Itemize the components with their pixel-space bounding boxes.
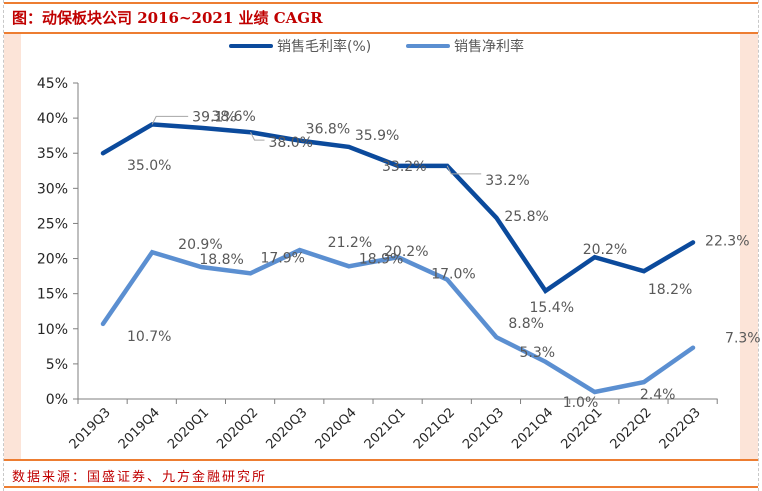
net-margin-data-label: 20.2%	[384, 244, 428, 260]
net-margin-data-label: 20.9%	[178, 237, 222, 253]
x-tick-label: 2019Q4	[116, 405, 163, 452]
net-margin-data-label: 2.4%	[640, 387, 676, 403]
y-tick-label: 45%	[37, 76, 68, 92]
y-tick-label: 10%	[37, 322, 68, 338]
x-tick-label: 2020Q2	[214, 405, 261, 452]
gross-margin-data-label: 15.4%	[530, 300, 574, 316]
net-margin-line	[100, 247, 696, 395]
x-tick-label: 2020Q4	[313, 405, 360, 452]
legend-label-net-margin: 销售净利率	[454, 39, 524, 55]
y-tick-label: 40%	[37, 111, 68, 127]
gross-margin-data-label: 33.2%	[382, 159, 426, 175]
x-tick-label: 2021Q1	[362, 405, 409, 452]
y-tick-label: 0%	[46, 392, 68, 408]
gross-margin-data-label: 36.8%	[306, 122, 350, 138]
gross-margin-data-label: 33.2%	[485, 173, 529, 189]
gross-margin-data-label: 38.6%	[211, 109, 255, 125]
x-tick-label: 2019Q3	[67, 405, 114, 452]
x-tick-label: 2020Q1	[165, 405, 212, 452]
gross-margin-data-label: 22.3%	[705, 233, 749, 249]
x-tick-label: 2022Q3	[657, 405, 704, 452]
x-tick-label: 2022Q2	[608, 405, 655, 452]
gross-margin-line	[100, 122, 696, 295]
legend-swatch-gross-margin	[229, 44, 273, 48]
figure-title: 图：动保板块公司 2016~2021 业绩 CAGR	[12, 9, 323, 27]
y-tick-label: 30%	[37, 181, 68, 197]
net-margin-data-label: 17.9%	[261, 250, 305, 266]
data-label-leader	[250, 131, 265, 141]
data-label-leader	[446, 165, 482, 175]
net-margin-data-label: 5.3%	[520, 345, 556, 361]
side-band-right	[740, 33, 758, 460]
data-source: 数据来源：国盛证券、九方金融研究所	[12, 470, 268, 485]
x-tick-label: 2021Q4	[509, 405, 556, 452]
legend-label-gross-margin: 销售毛利率(%)	[277, 39, 372, 55]
title-rule	[4, 32, 758, 34]
frame-border-left	[3, 0, 4, 491]
gross-margin-data-label: 39.1%	[192, 109, 236, 125]
net-margin-data-label: 21.2%	[328, 235, 372, 251]
side-band-left	[4, 33, 21, 460]
net-margin-data-label: 8.8%	[508, 316, 544, 332]
legend-item-net-margin: 销售净利率	[406, 36, 524, 56]
net-margin-data-label: 7.3%	[725, 331, 761, 347]
y-tick-label: 15%	[37, 287, 68, 303]
y-tick-label: 5%	[46, 357, 68, 373]
gross-margin-data-label: 35.0%	[127, 158, 171, 174]
source-rule-bottom	[4, 486, 758, 488]
net-margin-data-label: 18.9%	[359, 251, 403, 267]
net-margin-data-label: 10.7%	[127, 329, 171, 345]
legend-swatch-net-margin	[406, 44, 450, 48]
gross-margin-data-label: 35.9%	[355, 128, 399, 144]
net-margin-data-label: 18.8%	[199, 252, 243, 268]
x-tick-label: 2022Q1	[558, 405, 605, 452]
data-label-leader	[151, 115, 189, 125]
net-margin-data-label: 1.0%	[563, 395, 599, 411]
y-tick-label: 25%	[37, 216, 68, 232]
gross-margin-data-label: 18.2%	[648, 282, 692, 298]
y-tick-label: 35%	[37, 146, 68, 162]
y-tick-label: 20%	[37, 252, 68, 268]
legend-item-gross-margin: 销售毛利率(%)	[229, 36, 371, 56]
frame-border-right	[758, 0, 759, 491]
x-tick-label: 2021Q2	[411, 405, 458, 452]
source-rule-top	[4, 459, 758, 461]
x-tick-label: 2021Q3	[460, 405, 507, 452]
gross-margin-data-label: 20.2%	[583, 242, 627, 258]
gross-margin-data-label: 25.8%	[504, 209, 548, 225]
x-tick-label: 2020Q3	[263, 405, 310, 452]
top-rule	[4, 2, 758, 4]
net-margin-data-label: 17.0%	[431, 267, 475, 283]
gross-margin-data-label: 38.0%	[269, 135, 313, 151]
